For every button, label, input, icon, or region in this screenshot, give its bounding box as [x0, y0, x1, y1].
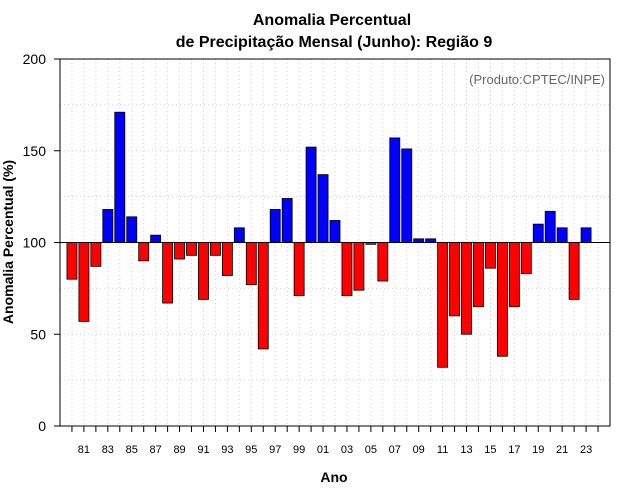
bar-2013 — [461, 242, 472, 335]
bar-1980 — [66, 242, 78, 280]
bar-2018 — [520, 242, 532, 275]
x-tick-label: 15 — [484, 444, 496, 456]
x-tick-label: 89 — [173, 444, 185, 456]
bar-2001 — [317, 174, 329, 243]
y-tick-label: 0 — [38, 418, 46, 434]
x-tick-label: 09 — [413, 444, 425, 456]
x-tick-label: 93 — [221, 444, 233, 456]
bars — [66, 111, 592, 368]
bar-2012 — [449, 242, 460, 317]
bar-1986 — [138, 242, 150, 262]
x-tick-label: 01 — [317, 444, 329, 456]
x-tick-label: 97 — [269, 444, 281, 456]
y-tick-label: 200 — [23, 51, 47, 67]
bar-2002 — [329, 220, 341, 243]
bar-1988 — [162, 242, 174, 304]
bar-1996 — [257, 242, 269, 350]
x-tick-label: 85 — [126, 444, 138, 456]
bar-1984 — [114, 111, 126, 243]
chart-title-line1: Anomalia Percentual — [253, 12, 411, 29]
y-axis-label: Anomalia Percentual (%) — [0, 160, 16, 324]
bar-2016 — [496, 242, 508, 357]
x-tick-label: 95 — [245, 444, 257, 456]
bar-2017 — [508, 242, 520, 308]
x-tick-label: 19 — [532, 444, 544, 456]
chart-title-line2: de Precipitação Mensal (Junho): Região 9 — [176, 34, 493, 51]
bar-2000 — [305, 146, 317, 243]
bar-1981 — [78, 242, 90, 322]
bar-2009 — [413, 238, 425, 243]
bar-2007 — [389, 137, 401, 243]
bar-2022 — [568, 242, 580, 300]
x-tick-label: 81 — [78, 444, 90, 456]
x-tick-label: 11 — [437, 444, 448, 456]
bar-1990 — [186, 242, 197, 256]
x-axis-label: Ano — [320, 469, 347, 485]
y-tick-label: 50 — [30, 326, 46, 342]
bar-2020 — [544, 210, 556, 243]
x-tick-label: 17 — [508, 444, 520, 456]
bar-1985 — [126, 216, 138, 243]
bar-2015 — [485, 242, 496, 269]
y-tick-label: 100 — [23, 235, 47, 251]
y-tick-label: 150 — [23, 143, 47, 159]
bar-1989 — [174, 242, 185, 260]
bar-1982 — [90, 242, 102, 267]
bar-1997 — [269, 209, 281, 243]
bar-2005 — [365, 242, 377, 245]
bar-2021 — [556, 227, 568, 243]
bar-2023 — [580, 227, 592, 243]
x-tick-label: 91 — [197, 444, 209, 456]
bar-2014 — [473, 242, 484, 308]
x-tick-label: 13 — [460, 444, 472, 456]
bar-2011 — [437, 242, 449, 368]
bar-2006 — [377, 242, 389, 282]
bar-1994 — [233, 227, 245, 243]
bar-1998 — [281, 198, 293, 243]
x-tick-label: 87 — [150, 444, 162, 456]
y-axis: 0 50 100 150 200 — [23, 51, 60, 434]
x-tick-label: 83 — [102, 444, 114, 456]
bar-1983 — [102, 209, 114, 243]
x-axis: 81 83 85 87 89 91 93 95 97 99 01 03 05 07 09 11 13 15 17 19… — [71, 426, 599, 456]
x-tick-label: 07 — [389, 444, 401, 456]
bar-1993 — [221, 242, 233, 276]
x-tick-label: 03 — [341, 444, 353, 456]
bar-2019 — [532, 223, 544, 243]
x-tick-label: 21 — [556, 444, 568, 456]
x-tick-label: 99 — [293, 444, 305, 456]
bar-2003 — [341, 242, 353, 297]
bar-2004 — [353, 242, 365, 291]
product-annotation: (Produto:CPTEC/INPE) — [469, 72, 605, 87]
bar-1987 — [150, 234, 162, 243]
bar-1995 — [245, 242, 257, 286]
x-tick-label: 05 — [365, 444, 377, 456]
bar-1991 — [198, 242, 209, 300]
bar-1992 — [210, 242, 221, 256]
bar-2008 — [401, 148, 413, 243]
bar-1999 — [293, 242, 305, 297]
x-tick-label: 23 — [580, 444, 592, 456]
bar-2010 — [425, 238, 437, 243]
